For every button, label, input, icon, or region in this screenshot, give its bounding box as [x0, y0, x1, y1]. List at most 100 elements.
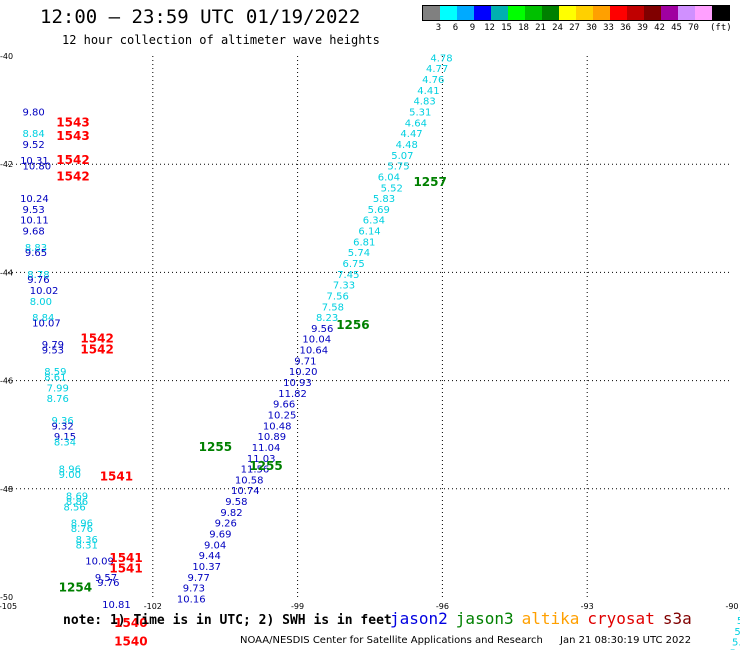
swh-value-label: 8.56: [64, 502, 86, 513]
swh-value-label: 5.74: [348, 248, 370, 259]
satellite-legend-jason3: jason3: [455, 609, 514, 628]
legend-swatch: [491, 6, 508, 20]
pass-number-label: 1254: [59, 581, 92, 595]
swh-value-label: 9.15: [54, 432, 76, 443]
lat-tick-label: -46: [0, 377, 13, 386]
swh-value-label: 7.33: [333, 281, 355, 292]
swh-value-label: 5.00: [732, 638, 740, 649]
legend-swatch: [610, 6, 627, 20]
swh-value-label: 11.56: [241, 465, 270, 476]
pass-number-label: 1542: [80, 343, 113, 357]
legend-tick-label: 3: [435, 23, 442, 33]
pass-labels: 1543154315421542154215421541154115411540…: [56, 115, 447, 648]
swh-value-label: 4.47: [400, 129, 422, 140]
swh-value-label: 9.53: [42, 346, 64, 357]
pass-number-label: 1541: [109, 551, 142, 565]
pass-number-label: 1255: [249, 459, 282, 473]
satellite-legend-s3a: s3a: [662, 609, 692, 628]
footer-credit: NOAA/NESDIS Center for Satellite Applica…: [240, 635, 543, 646]
legend-tick-label: 24: [552, 23, 563, 33]
swh-value-label: 8.76: [47, 394, 69, 405]
swh-value-label: 9.53: [22, 205, 44, 216]
swh-value-label: 5.83: [373, 194, 395, 205]
swh-value-label: 6.81: [353, 237, 375, 248]
legend-swatch: [712, 6, 729, 20]
swh-value-label: 9.76: [97, 578, 119, 589]
swh-value-label: 8.83: [25, 243, 47, 254]
swh-value-label: 5.69: [368, 205, 390, 216]
satellite-legend: jason2 jason3 altika cryosat s3a: [390, 609, 700, 628]
swh-value-label: 10.04: [302, 335, 331, 346]
swh-value-label: 8.00: [30, 297, 52, 308]
pass-number-label: 1255: [199, 440, 232, 454]
swh-points: 4.784.774.764.414.835.314.644.474.485.07…: [20, 53, 740, 650]
units-note: note: 1) Time is in UTC; 2) SWH is in fe…: [63, 613, 392, 628]
legend-swatch: [644, 6, 661, 20]
pass-number-label: 1257: [413, 175, 446, 189]
swh-value-label: 8.86: [66, 497, 88, 508]
legend-tick-label: 45: [671, 23, 682, 33]
swh-value-label: 8.76: [71, 524, 93, 535]
swh-value-label: 7.45: [337, 270, 359, 281]
swh-value-label: 8.36: [76, 535, 98, 546]
swh-value-label: 10.31: [20, 156, 49, 167]
legend-swatch: [661, 6, 678, 20]
swh-value-label: 10.89: [258, 432, 287, 443]
swh-value-label: 9.66: [273, 400, 295, 411]
swh-value-label: 9.71: [294, 356, 316, 367]
legend-tick-label: 42: [654, 23, 665, 33]
legend-tick-label: 21: [535, 23, 546, 33]
legend-swatch: [678, 6, 695, 20]
swh-value-label: 9.76: [27, 275, 49, 286]
satellite-legend-altika: altika: [521, 609, 580, 628]
swh-value-label: 11.82: [278, 389, 307, 400]
legend-tick-label: 12: [484, 23, 495, 33]
swh-value-label: 10.09: [85, 557, 114, 568]
swh-value-label: 6.14: [358, 227, 380, 238]
lon-tick-label: -102: [144, 602, 162, 611]
lon-tick-label: -93: [581, 602, 594, 611]
pass-number-label: 1543: [56, 129, 89, 143]
swh-value-label: 4.64: [405, 118, 427, 129]
pass-number-label: 1540: [114, 635, 147, 649]
pass-number-label: 1543: [56, 115, 89, 129]
legend-swatch: [508, 6, 525, 20]
legend-swatch: [440, 6, 457, 20]
swh-value-label: 4.77: [426, 64, 448, 75]
satellite-legend-cryosat: cryosat: [587, 609, 655, 628]
legend-tick-label: 70: [688, 23, 699, 33]
swh-value-label: 8.61: [44, 373, 66, 384]
swh-value-label: 10.81: [102, 600, 131, 611]
swh-value-label: 10.64: [300, 346, 329, 357]
pass-number-label: 1256: [336, 318, 369, 332]
footer-timestamp: Jan 21 08:30:19 UTC 2022: [560, 635, 692, 646]
pass-number-label: 1541: [109, 562, 142, 576]
swh-value-label: 9.00: [59, 470, 81, 481]
map-subtitle: 12 hour collection of altimeter wave hei…: [62, 33, 380, 47]
swh-value-label: 8.96: [71, 519, 93, 530]
legend-tick-label: 39: [637, 23, 648, 33]
swh-value-label: 4.78: [430, 53, 452, 64]
swh-value-label: 9.68: [22, 227, 44, 238]
swh-value-label: 10.48: [263, 421, 292, 432]
swh-value-label: 10.24: [20, 194, 49, 205]
swh-value-label: 7.56: [327, 291, 349, 302]
legend-tick-label: 6: [452, 23, 459, 33]
swh-value-label: 9.26: [215, 519, 237, 530]
swh-value-label: 8.23: [316, 313, 338, 324]
swh-value-label: 9.65: [25, 248, 47, 259]
swh-value-label: 5.31: [409, 108, 431, 119]
swh-value-label: 10.25: [268, 410, 297, 421]
pass-number-label: 1542: [56, 153, 89, 167]
swh-value-label: 5.75: [387, 162, 409, 173]
lat-tick-label: -42: [0, 160, 13, 169]
swh-value-label: 9.82: [220, 508, 242, 519]
swh-value-label: 9.80: [22, 108, 44, 119]
lon-tick-label: -96: [436, 602, 449, 611]
legend-swatch: [525, 6, 542, 20]
legend-unit: (ft): [710, 23, 732, 33]
swh-value-label: 7.58: [322, 302, 344, 313]
swh-value-label: 7.99: [47, 383, 69, 394]
swh-value-label: 10.07: [32, 319, 61, 330]
legend-tick-label: 18: [518, 23, 529, 33]
